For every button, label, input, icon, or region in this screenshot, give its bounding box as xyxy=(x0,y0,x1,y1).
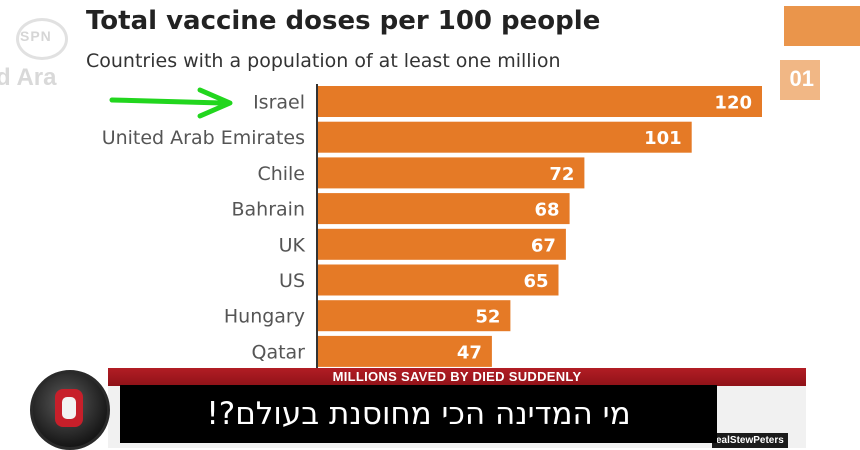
value-label: 52 xyxy=(475,307,500,328)
chart-title: Total vaccine doses per 100 people xyxy=(86,6,601,36)
background-bar-fragment-2: 01 xyxy=(780,60,820,100)
category-label: Qatar xyxy=(251,341,305,363)
arrow-head xyxy=(197,87,233,119)
logo-ring-shape xyxy=(16,18,68,60)
bar-us xyxy=(318,264,559,296)
background-bar-fragment xyxy=(784,6,860,46)
category-label: Hungary xyxy=(224,306,305,328)
bar-qatar xyxy=(318,335,492,367)
show-logo-icon xyxy=(30,370,110,450)
category-label: Bahrain xyxy=(232,199,306,221)
social-handle-badge: ealStewPeters xyxy=(712,433,788,448)
news-ticker: MILLIONS SAVED BY DIED SUDDENLY xyxy=(108,368,806,386)
background-partial-value: 01 xyxy=(789,66,814,91)
bar-hungary xyxy=(318,300,511,332)
background-channel-logo: SPN xyxy=(12,18,74,60)
bar-israel xyxy=(318,86,762,117)
value-label: 65 xyxy=(523,271,548,292)
subtitle-caption: מי המדינה הכי מחוסנת בעולם?! xyxy=(206,396,631,432)
arrow-shaft xyxy=(109,97,225,106)
bar-chile xyxy=(318,157,585,189)
category-label: Israel xyxy=(253,92,305,114)
bar-united-arab-emirates xyxy=(318,121,692,153)
bar-bahrain xyxy=(318,193,570,225)
category-label: United Arab Emirates xyxy=(102,127,305,149)
value-label: 47 xyxy=(457,342,482,363)
logo-text: SPN xyxy=(20,28,52,44)
category-label: UK xyxy=(279,234,306,256)
chart-subtitle: Countries with a population of at least … xyxy=(86,50,561,72)
category-label: Chile xyxy=(257,163,305,185)
value-label: 101 xyxy=(644,128,682,149)
value-label: 72 xyxy=(549,164,574,185)
category-label: US xyxy=(279,270,305,292)
ticker-text: MILLIONS SAVED BY DIED SUDDENLY xyxy=(332,369,582,384)
value-label: 68 xyxy=(535,200,560,221)
value-label: 67 xyxy=(531,235,556,256)
value-label: 120 xyxy=(714,93,752,114)
background-partial-text: d Ara xyxy=(0,64,57,91)
logo-inner-shape-2 xyxy=(62,397,76,419)
subtitle-caption-box: מי המדינה הכי מחוסנת בעולם?! xyxy=(120,385,717,443)
annotation-arrow xyxy=(109,87,233,119)
bar-uk xyxy=(318,228,566,260)
bars-layer: Israel 120 United Arab Emirates 101 Chile 72 B… xyxy=(102,86,762,367)
